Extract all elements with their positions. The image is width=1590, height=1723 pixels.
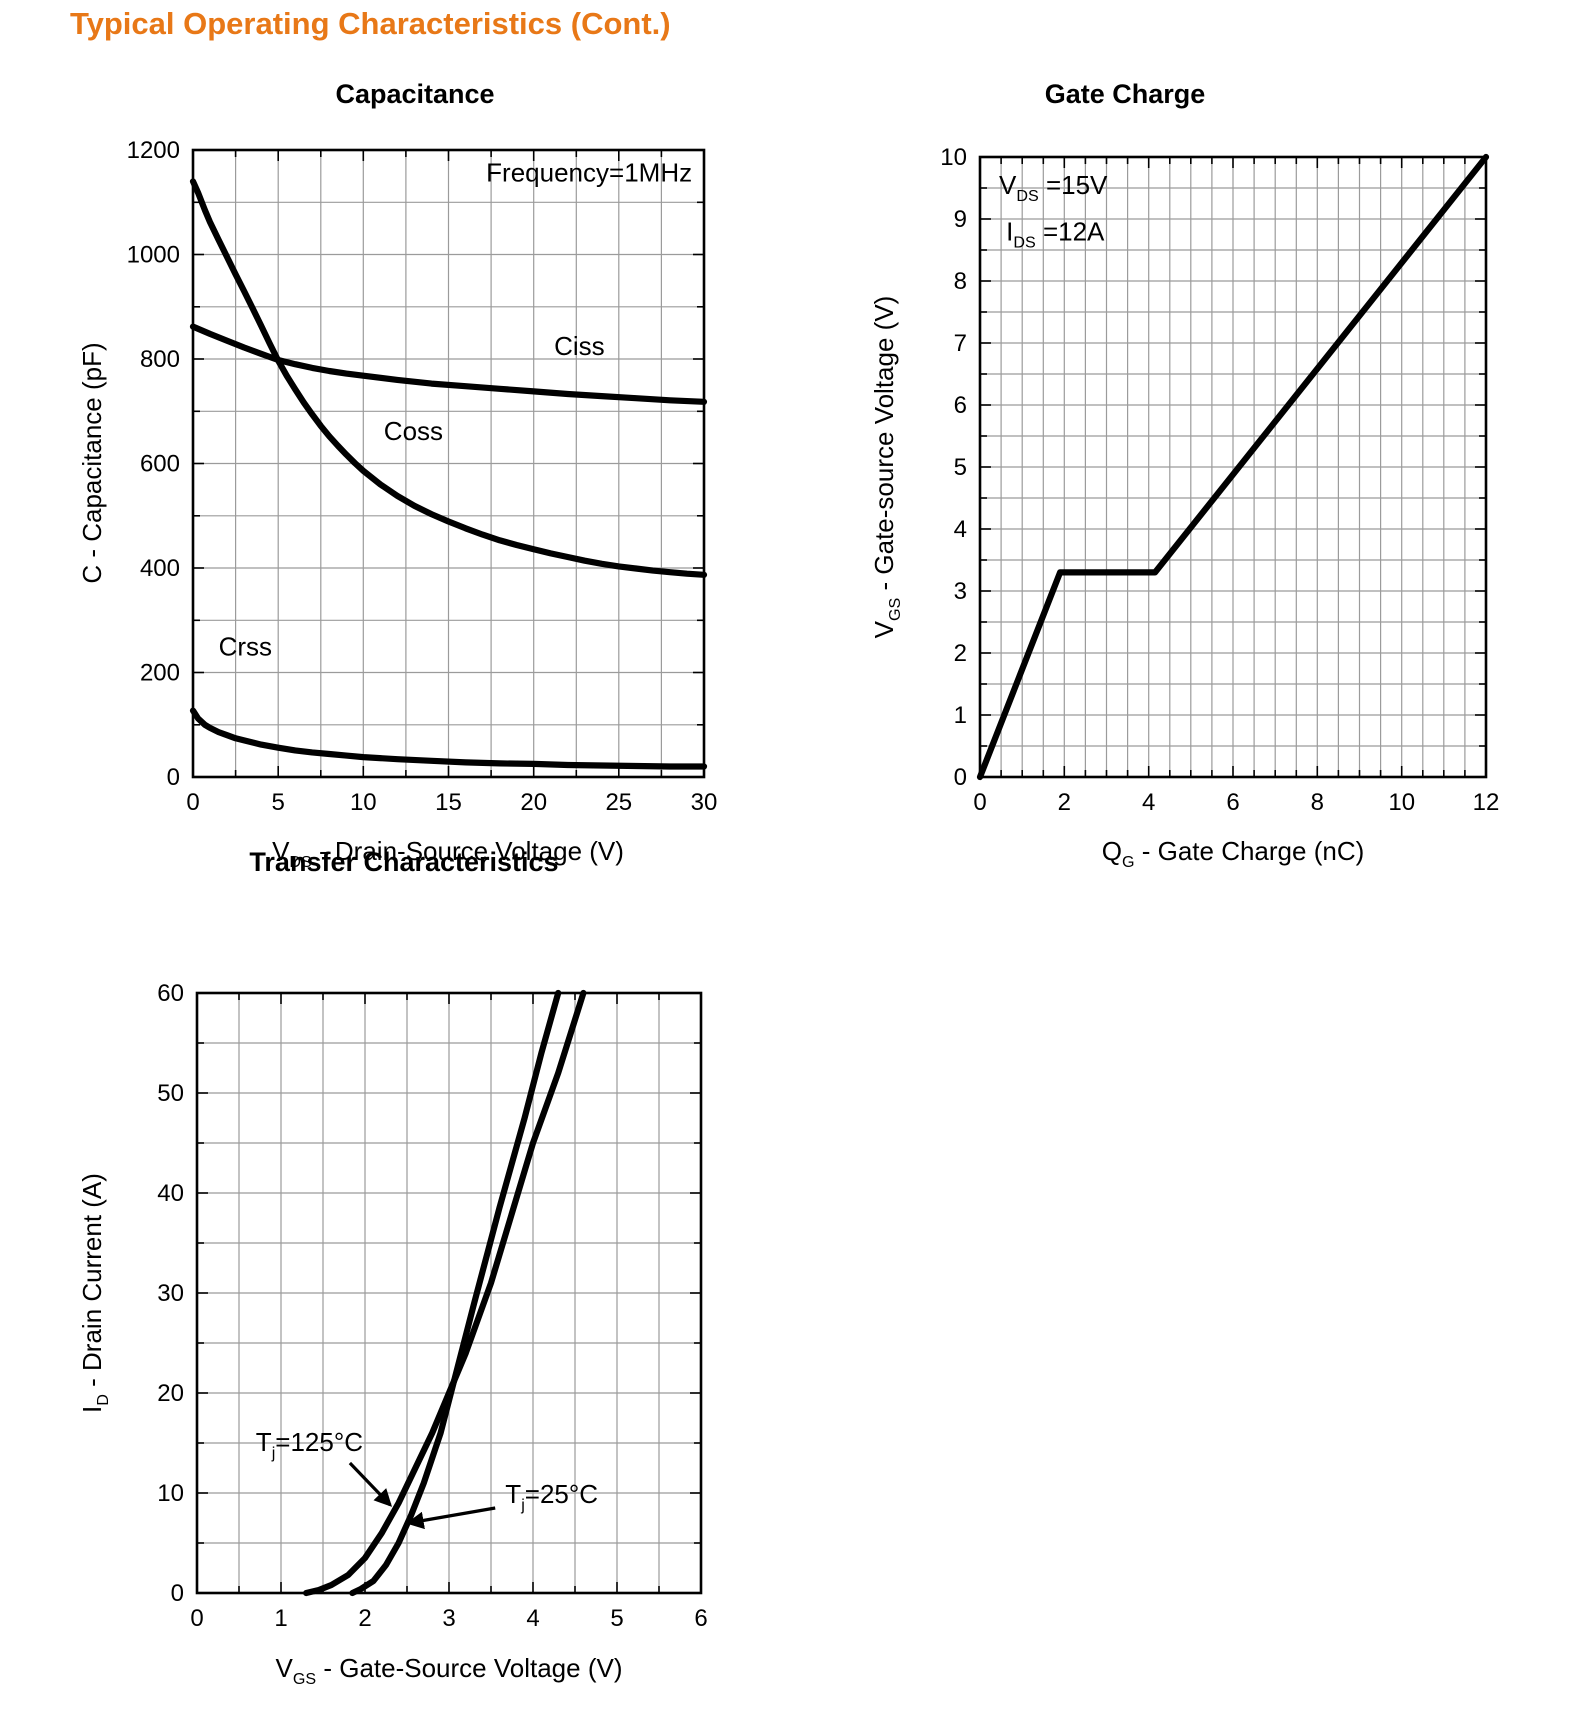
series-label-crss: Crss bbox=[219, 631, 272, 661]
y-tick-label: 0 bbox=[171, 1580, 184, 1607]
y-tick-label: 7 bbox=[954, 330, 967, 357]
x-tick-label: 0 bbox=[973, 789, 986, 816]
annotation-arrow-tj-25-c bbox=[406, 1506, 496, 1530]
annotation-frequency-1mhz: Frequency=1MHz bbox=[486, 157, 692, 187]
axis-ticks bbox=[197, 993, 701, 1593]
annotation-tj-125-c: Tj=125°C bbox=[256, 1427, 363, 1462]
x-tick-label: 1 bbox=[274, 1605, 287, 1632]
x-tick-label: 25 bbox=[605, 789, 632, 816]
transfer-characteristics-ylabel: ID - Drain Current (A) bbox=[77, 1173, 112, 1413]
x-tick-label: 8 bbox=[1311, 789, 1324, 816]
x-tick-label: 5 bbox=[272, 789, 285, 816]
axis-ticks bbox=[980, 157, 1486, 777]
y-tick-label: 4 bbox=[954, 516, 967, 543]
x-tick-label: 10 bbox=[350, 789, 377, 816]
y-tick-label: 9 bbox=[954, 206, 967, 233]
x-tick-label: 4 bbox=[526, 1605, 539, 1632]
x-tick-label: 2 bbox=[1058, 789, 1071, 816]
y-tick-label: 0 bbox=[954, 764, 967, 791]
x-tick-label: 10 bbox=[1388, 789, 1415, 816]
series-vgs bbox=[976, 153, 1490, 781]
y-tick-label: 60 bbox=[157, 980, 184, 1007]
x-tick-label: 5 bbox=[610, 1605, 623, 1632]
annotation-tj-25-c: Tj=25°C bbox=[505, 1479, 598, 1514]
grid bbox=[197, 993, 701, 1593]
series-tj-25-c bbox=[349, 989, 562, 1597]
y-tick-label: 1 bbox=[954, 702, 967, 729]
transfer-characteristics-xlabel: VGS - Gate-Source Voltage (V) bbox=[276, 1653, 623, 1688]
y-tick-label: 20 bbox=[157, 1380, 184, 1407]
x-tick-label: 15 bbox=[435, 789, 462, 816]
gate-charge-ylabel: VGS - Gate-source Voltage (V) bbox=[869, 296, 904, 639]
y-tick-label: 0 bbox=[167, 764, 180, 791]
x-tick-label: 6 bbox=[694, 1605, 707, 1632]
y-tick-label: 50 bbox=[157, 1080, 184, 1107]
capacitance-ylabel: C - Capacitance (pF) bbox=[77, 342, 107, 583]
x-tick-label: 3 bbox=[442, 1605, 455, 1632]
series-crss bbox=[189, 707, 708, 770]
x-tick-label: 0 bbox=[186, 789, 199, 816]
x-tick-label: 4 bbox=[1142, 789, 1155, 816]
series-label-ciss: Ciss bbox=[554, 331, 605, 361]
series-coss bbox=[189, 178, 708, 578]
axis-ticks bbox=[193, 150, 704, 777]
y-tick-label: 6 bbox=[954, 392, 967, 419]
y-tick-label: 3 bbox=[954, 578, 967, 605]
y-tick-label: 1200 bbox=[127, 137, 180, 164]
y-tick-label: 2 bbox=[954, 640, 967, 667]
page-title: Typical Operating Characteristics (Cont.… bbox=[70, 6, 671, 41]
y-tick-label: 400 bbox=[140, 555, 180, 582]
capacitance-chart: 0 5 10 15 20 25 30 0 200 400 600 800 1000 1200 Capacit… bbox=[77, 79, 717, 871]
y-tick-label: 10 bbox=[157, 1480, 184, 1507]
series-tj-125-c bbox=[303, 989, 587, 1597]
capacitance-title: Capacitance bbox=[335, 79, 494, 109]
series-label-coss: Coss bbox=[384, 416, 443, 446]
annotation-arrow-tj-125-c bbox=[348, 1461, 393, 1507]
x-tick-label: 20 bbox=[520, 789, 547, 816]
x-tick-label: 30 bbox=[691, 789, 718, 816]
y-tick-label: 40 bbox=[157, 1180, 184, 1207]
y-tick-label: 600 bbox=[140, 451, 180, 478]
x-tick-label: 12 bbox=[1473, 789, 1500, 816]
y-tick-label: 1000 bbox=[127, 242, 180, 269]
y-tick-label: 5 bbox=[954, 454, 967, 481]
y-tick-label: 8 bbox=[954, 268, 967, 295]
capacitance-xlabel: VDS - Drain-Source Voltage (V) bbox=[272, 836, 624, 871]
annotation-ids-12a: IDS =12A bbox=[1006, 217, 1105, 252]
x-tick-label: 6 bbox=[1226, 789, 1239, 816]
grid bbox=[980, 157, 1486, 777]
transfer-characteristics-title: Transfer Characteristics bbox=[249, 847, 558, 877]
grid bbox=[193, 150, 704, 777]
x-tick-label: 2 bbox=[358, 1605, 371, 1632]
y-tick-label: 10 bbox=[940, 144, 967, 171]
y-tick-label: 200 bbox=[140, 660, 180, 687]
y-tick-label: 800 bbox=[140, 346, 180, 373]
annotation-vds-15v: VDS =15V bbox=[999, 170, 1108, 205]
series-ciss bbox=[189, 323, 708, 405]
x-tick-label: 0 bbox=[190, 1605, 203, 1632]
gate-charge-xlabel: QG - Gate Charge (nC) bbox=[1102, 836, 1365, 871]
gate-charge-title: Gate Charge bbox=[1045, 79, 1206, 109]
y-tick-label: 30 bbox=[157, 1280, 184, 1307]
